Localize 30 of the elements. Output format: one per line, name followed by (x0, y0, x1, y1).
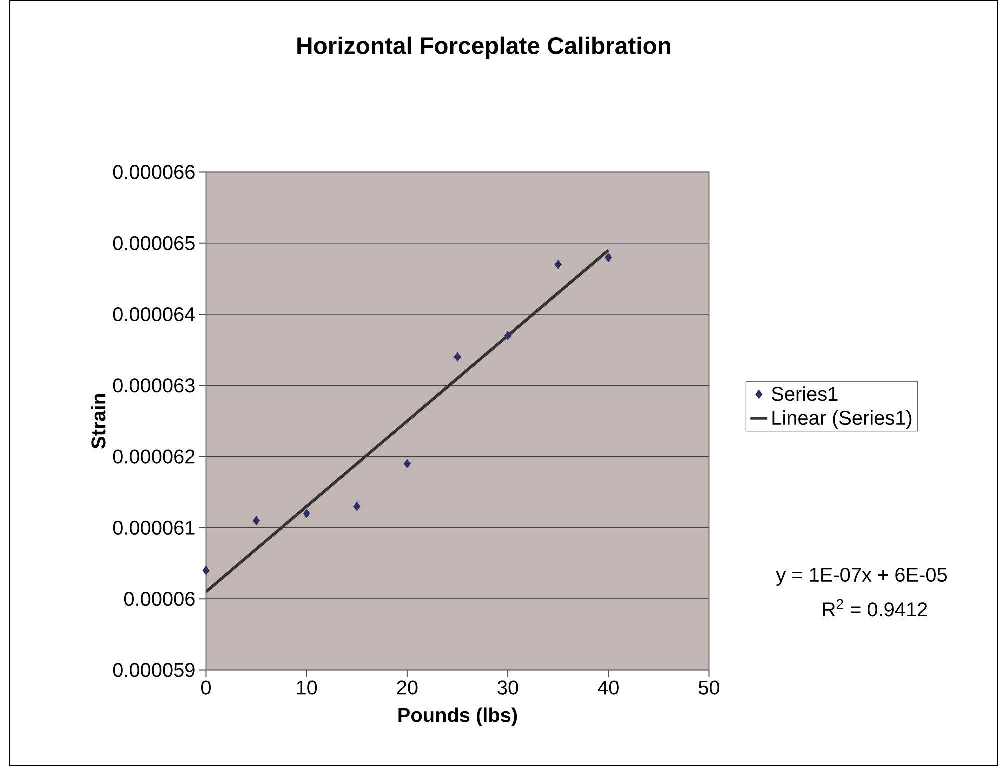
y-tick-label: 0.00006 (124, 592, 195, 606)
point (252, 516, 260, 526)
y-tick-label: 0.000064 (113, 307, 196, 322)
legend-label: Series1 (772, 386, 838, 402)
point (504, 331, 512, 341)
y-tick-label: 0.000061 (113, 520, 195, 535)
x-tick-label: 40 (598, 680, 619, 695)
text: R$^{2}$ = 0.9412 (823, 599, 928, 617)
y-tick-label: 0.000062 (113, 450, 195, 464)
x-axis-title: Pounds (lbs) (398, 708, 518, 726)
point (454, 352, 462, 362)
chart-title: Horizontal Forceplate Calibration (298, 36, 670, 60)
x-tick-label: 50 (698, 680, 720, 695)
point (554, 260, 562, 270)
y-axis-title: Strain (91, 394, 106, 449)
text: y = 1E-07x + 6E-05 (776, 568, 947, 586)
y-tick-label: 0.000059 (113, 663, 195, 678)
point (605, 252, 612, 262)
x-tick-label: 20 (397, 680, 418, 695)
y-tick-label: 0.000063 (113, 378, 195, 393)
point (404, 459, 411, 469)
y-tick-label: 0.000066 (113, 165, 195, 180)
y-tick-label: 0.000065 (113, 236, 195, 250)
x-tick-label: 30 (498, 680, 518, 695)
x-tick-label: 10 (297, 680, 318, 695)
point (202, 566, 210, 576)
point (354, 502, 361, 512)
x-tick-label: 0 (201, 680, 211, 695)
point (303, 509, 310, 518)
legend-label: Linear (Series1) (772, 410, 912, 430)
